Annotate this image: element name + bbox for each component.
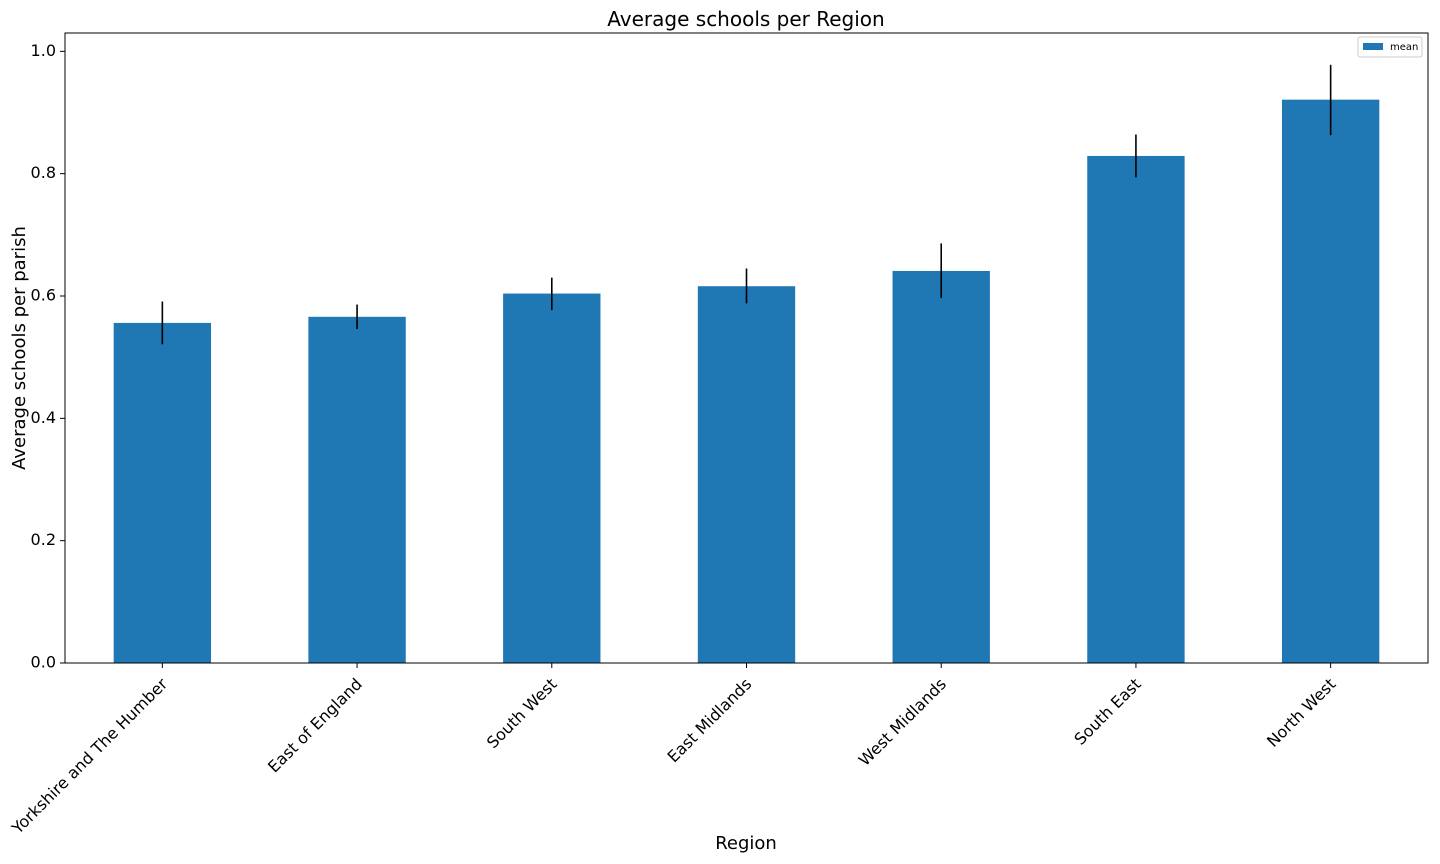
y-axis-label: Average schools per parish [9, 226, 30, 470]
y-tick-label: 0.0 [31, 653, 56, 672]
y-tick-label: 0.8 [31, 163, 56, 182]
y-tick-label: 0.6 [31, 286, 56, 305]
bar [892, 270, 990, 663]
bar [1281, 99, 1380, 663]
bar [308, 316, 406, 663]
plot-area: 0.0 0.2 0.4 0.6 0.8 1.0 Yorkshire and The Humb… [7, 32, 1429, 838]
x-tick-label: East of England [264, 674, 366, 776]
x-tick-label: South East [1070, 674, 1144, 748]
x-tick-label: South West [483, 674, 561, 752]
y-tick-label: 0.4 [31, 408, 56, 427]
y-tick-label: 0.2 [31, 530, 56, 549]
bar [697, 286, 796, 663]
x-tick-label: West Midlands [855, 674, 950, 769]
bar [113, 322, 212, 663]
bar [503, 293, 601, 663]
x-tick-label: East Midlands [663, 674, 755, 766]
x-tick-label: North West [1263, 674, 1339, 750]
legend-box [1357, 36, 1423, 58]
legend-label: mean [1390, 42, 1418, 53]
x-axis-label: Region [715, 833, 777, 854]
chart-title: Average schools per Region [607, 7, 884, 31]
x-tick-label: Yorkshire and The Humber [7, 674, 171, 838]
bar [1087, 155, 1185, 663]
y-tick-label: 1.0 [31, 41, 56, 60]
legend-swatch [1363, 43, 1383, 50]
